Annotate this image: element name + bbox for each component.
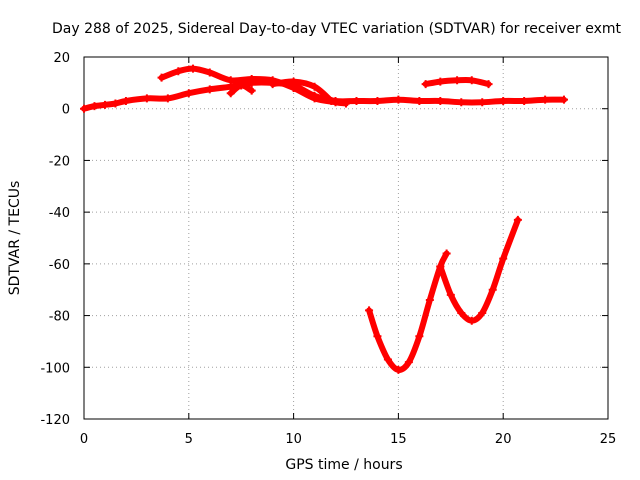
data-point xyxy=(513,215,522,224)
data-point xyxy=(559,95,568,104)
data-point xyxy=(425,296,434,305)
y-tick-label: 20 xyxy=(53,51,70,66)
data-point xyxy=(520,96,529,105)
data-point xyxy=(327,96,336,105)
plot-frame xyxy=(83,56,609,420)
data-point xyxy=(488,285,497,294)
data-point xyxy=(421,80,430,89)
data-point xyxy=(457,98,466,107)
data-point xyxy=(499,254,508,263)
data-point xyxy=(205,68,214,77)
data-point xyxy=(163,94,172,103)
data-point xyxy=(289,77,298,86)
data-point xyxy=(373,332,382,341)
y-tick-label: 0 xyxy=(62,103,70,118)
series-layer xyxy=(80,64,568,374)
data-point xyxy=(484,80,493,89)
data-point xyxy=(184,89,193,98)
data-point xyxy=(415,96,424,105)
data-point xyxy=(467,76,476,85)
grid xyxy=(84,57,608,419)
x-tick-label: 5 xyxy=(185,432,193,447)
chart-title: Day 288 of 2025, Sidereal Day-to-day VTE… xyxy=(52,21,622,37)
y-tick-labels: -120 -100 -80 -60 -40 -20 0 20 xyxy=(40,51,70,428)
data-point xyxy=(247,86,256,95)
x-tick-label: 25 xyxy=(600,432,617,447)
x-tick-label: 15 xyxy=(390,432,407,447)
x-tick-labels: 0 5 10 15 20 25 xyxy=(80,432,616,447)
x-axis-label: GPS time / hours xyxy=(285,457,402,473)
x-tick-label: 20 xyxy=(495,432,512,447)
x-tick-label: 0 xyxy=(80,432,88,447)
data-point xyxy=(394,95,403,104)
data-point xyxy=(383,355,392,364)
y-tick-label: -40 xyxy=(49,206,70,221)
series-track-5 xyxy=(269,78,335,104)
axis-ticks xyxy=(83,56,609,420)
data-point xyxy=(226,76,235,85)
data-point xyxy=(90,102,99,111)
data-point xyxy=(188,64,197,73)
data-point xyxy=(436,77,445,86)
x-tick-label: 10 xyxy=(285,432,302,447)
y-tick-label: -20 xyxy=(49,154,70,169)
data-point xyxy=(446,290,455,299)
data-point xyxy=(205,85,214,94)
data-point xyxy=(541,95,550,104)
data-point xyxy=(247,74,256,83)
data-point xyxy=(442,249,451,258)
data-point xyxy=(237,81,246,90)
data-point xyxy=(100,100,109,109)
data-point xyxy=(342,99,350,108)
series-track-6 xyxy=(366,250,450,373)
data-point xyxy=(121,96,130,105)
data-point xyxy=(373,96,382,105)
series-track-7 xyxy=(437,216,521,324)
data-point xyxy=(436,96,445,105)
data-point xyxy=(467,316,476,325)
data-point xyxy=(457,308,466,317)
data-point xyxy=(111,99,120,108)
y-tick-label: -60 xyxy=(49,258,70,273)
data-point xyxy=(310,94,319,103)
data-point xyxy=(415,332,424,341)
data-point xyxy=(453,76,462,85)
data-point xyxy=(478,98,487,107)
data-point xyxy=(310,82,319,91)
data-point xyxy=(436,262,445,271)
data-point xyxy=(268,80,277,89)
data-point xyxy=(404,358,413,367)
data-point xyxy=(365,306,374,315)
data-point xyxy=(352,96,361,105)
data-point xyxy=(174,67,183,76)
data-point xyxy=(394,365,403,374)
data-point xyxy=(142,94,151,103)
y-tick-label: -100 xyxy=(40,361,70,376)
y-tick-label: -120 xyxy=(40,413,70,428)
data-point xyxy=(80,104,88,113)
data-point xyxy=(226,89,235,98)
y-tick-label: -80 xyxy=(49,310,70,325)
y-axis-label: SDTVAR / TECUs xyxy=(7,181,23,296)
data-point xyxy=(157,73,166,82)
data-point xyxy=(478,308,487,317)
data-point xyxy=(499,96,508,105)
